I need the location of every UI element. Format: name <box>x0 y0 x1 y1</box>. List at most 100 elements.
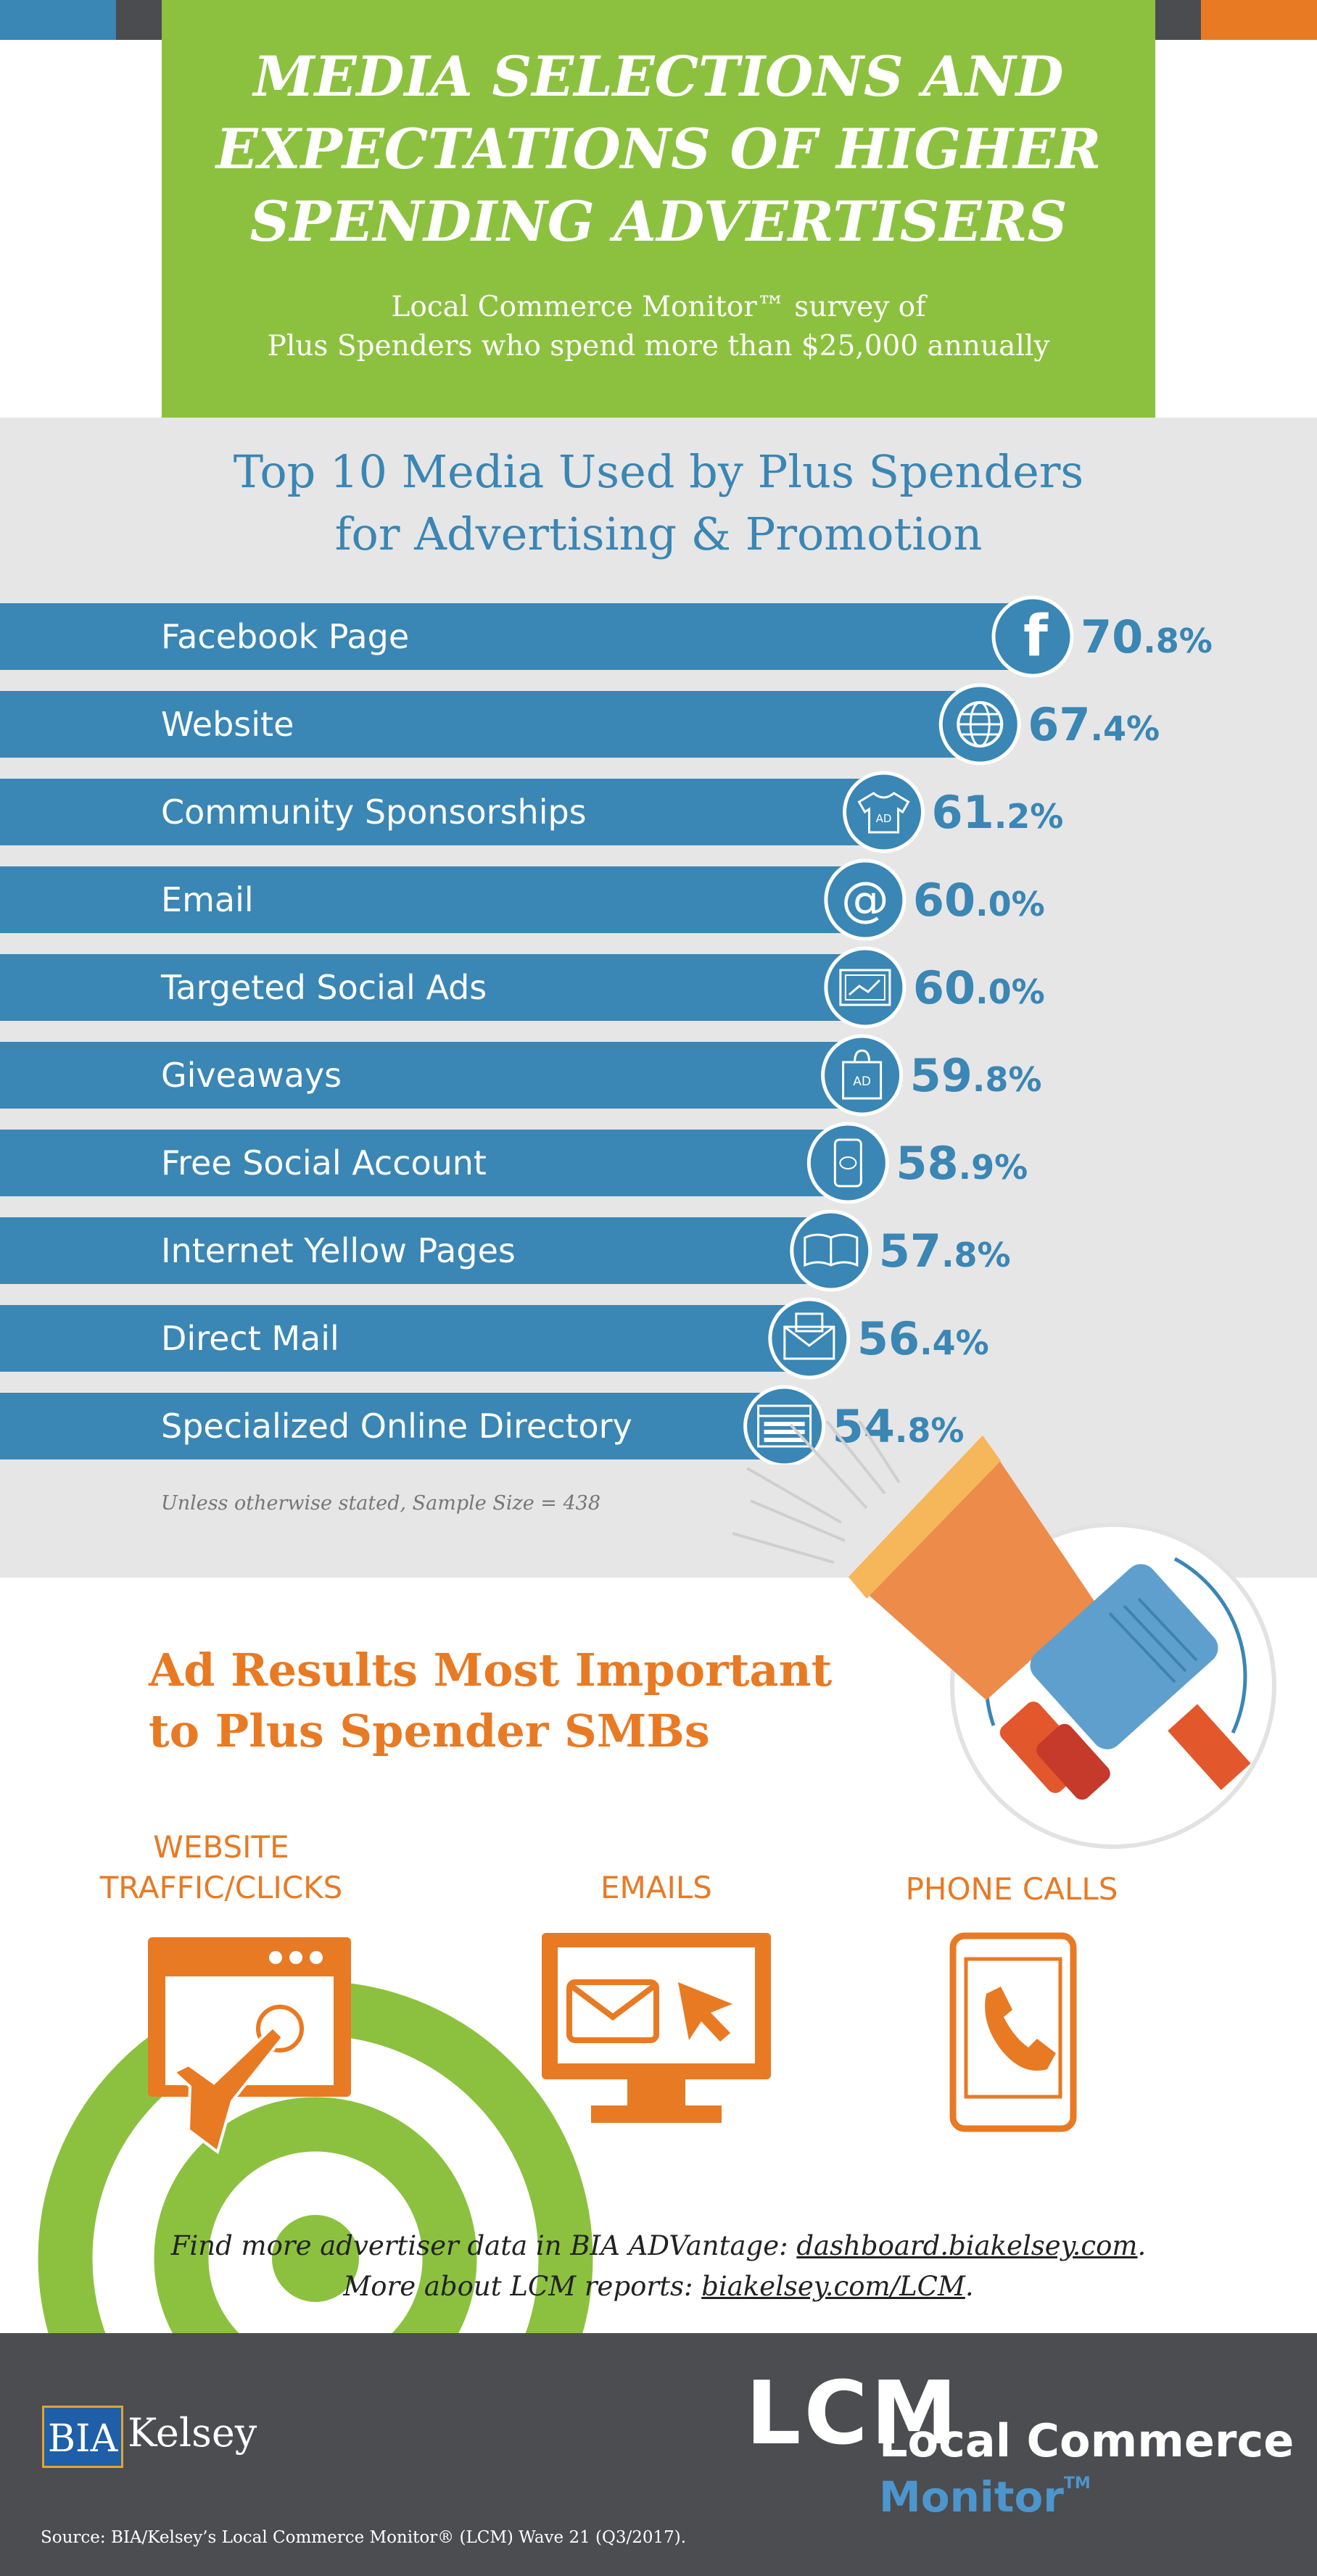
bar-category-label: Direct Mail <box>161 1319 339 1358</box>
ad-results-title-line-1: Ad Results Most Important <box>149 1644 833 1697</box>
megaphone-body <box>1030 1564 1218 1749</box>
bar-category-label: Internet Yellow Pages <box>161 1231 516 1270</box>
bar-row: Internet Yellow Pages 57.8% <box>0 1209 1011 1292</box>
bar-category-label: Specialized Online Directory <box>161 1407 632 1446</box>
lcm-logo-tm: TM <box>1063 2474 1091 2493</box>
result-label-emails: EMAILS <box>515 1868 798 1908</box>
footer-links: Find more advertiser data in BIA ADVanta… <box>0 2226 1317 2307</box>
bar <box>0 1042 846 1109</box>
bia-kelsey-logo: BIA Kelsey <box>42 2406 260 2472</box>
top-right-orange-bar <box>1201 0 1317 40</box>
smartphone-chat-icon <box>833 1138 862 1188</box>
phone-call-icon <box>949 1932 1077 2132</box>
bar <box>0 1305 793 1372</box>
bar-icon-circle <box>843 771 925 853</box>
subtitle-line-1: Local Commerce Monitor™ survey of <box>391 291 926 323</box>
bar <box>0 1217 815 1284</box>
bar-category-label: Targeted Social Ads <box>160 968 487 1007</box>
lcm-logo-monitor: Monitor <box>879 2472 1064 2522</box>
bar-category-label: Email <box>161 880 254 919</box>
bar-chart: f Facebook Page 70.8% Website 67.4% AD Communi… <box>0 595 1213 1465</box>
bar-row: Website 67.4% <box>0 683 1160 766</box>
bar-row: AD Community Sponsorships 61.2% <box>0 771 1064 853</box>
footer-bar <box>0 2333 1317 2576</box>
megaphone-cone-rim <box>849 1436 1001 1599</box>
sample-size-note: Unless otherwise stated, Sample Size = 4… <box>161 1492 601 1515</box>
header-banner: MEDIA SELECTIONS AND EXPECTATIONS OF HIG… <box>162 0 1155 418</box>
ad-shirt-icon: AD <box>857 792 910 834</box>
facebook-icon: f <box>1023 604 1049 669</box>
lcm-reports-link[interactable]: biakelsey.com/LCM <box>701 2271 965 2302</box>
bia-logo-name: Kelsey <box>128 2410 257 2456</box>
bar-row: @ Email 60.0% <box>0 858 1045 941</box>
globe-icon <box>957 701 1004 747</box>
directory-page-icon <box>757 1404 812 1448</box>
bar-category-label: Facebook Page <box>161 617 409 656</box>
result-label-website-line-1: WEBSITE <box>153 1829 289 1865</box>
bar-row: Specialized Online Directory 54.8% <box>0 1385 964 1465</box>
bar-value-label: 61.2% <box>932 786 1064 839</box>
bar <box>0 866 849 933</box>
megaphone-handle <box>999 1701 1251 1800</box>
bar-row: Free Social Account 58.9% <box>0 1122 1028 1204</box>
bar-value-label: 57.8% <box>879 1225 1011 1277</box>
footer-line-1-suffix: . <box>1137 2230 1147 2261</box>
bar-value-label: 58.9% <box>896 1137 1028 1190</box>
megaphone-sound-lines <box>732 1421 901 1564</box>
megaphone-cone <box>849 1436 1095 1700</box>
footer-line-2-suffix: . <box>965 2271 974 2302</box>
mail-envelope-icon <box>783 1312 835 1360</box>
dashboard-link[interactable]: dashboard.biakelsey.com <box>796 2230 1138 2261</box>
svg-text:@: @ <box>841 871 889 927</box>
top-left-dark-bar <box>116 0 162 40</box>
bar-icon-circle <box>991 595 1074 678</box>
chart-title: Top 10 Media Used by Plus Spenders for A… <box>0 441 1317 566</box>
bar-value-label: 70.8% <box>1081 610 1213 663</box>
bar <box>0 691 965 758</box>
result-label-phone-line-1: PHONE CALLS <box>905 1871 1118 1907</box>
ad-bag-icon: AD <box>842 1049 883 1100</box>
bar-value-label: 59.8% <box>910 1049 1042 1102</box>
bar-icon-circle <box>768 1297 851 1380</box>
bar-row: Direct Mail 56.4% <box>0 1297 989 1380</box>
result-label-website: WEBSITE TRAFFIC/CLICKS <box>80 1827 363 1908</box>
bar <box>0 1393 769 1459</box>
lcm-logo-letters: LCM <box>746 2364 960 2464</box>
result-label-website-line-2: TRAFFIC/CLICKS <box>99 1870 343 1905</box>
footer-line-1-prefix: Find more advertiser data in BIA ADVanta… <box>170 2230 797 2261</box>
subtitle-line-2: Plus Spenders who spend more than $25,00… <box>267 330 1050 363</box>
bar <box>0 603 1017 670</box>
source-note: Source: BIA/Kelsey’s Local Commerce Moni… <box>41 2528 687 2547</box>
svg-text:AD: AD <box>876 812 892 825</box>
bar-category-label: Giveaways <box>161 1056 342 1095</box>
chart-title-line-2: for Advertising & Promotion <box>334 508 983 560</box>
bar <box>0 954 849 1021</box>
bar-icon-circle <box>806 1122 889 1204</box>
bia-logo-box: BIA <box>42 2406 123 2468</box>
bar-category-label: Website <box>161 705 294 744</box>
bar-row: f Facebook Page 70.8% <box>0 595 1213 678</box>
megaphone-illustration <box>732 1421 1276 1849</box>
bar-value-label: 67.4% <box>1028 698 1160 751</box>
chart-title-line-1: Top 10 Media Used by Plus Spenders <box>233 445 1084 498</box>
svg-text:f: f <box>1023 604 1049 669</box>
lcm-logo-line-2: MonitorTM <box>879 2472 1091 2522</box>
book-icon <box>804 1233 859 1267</box>
megaphone-stripes <box>1108 1597 1198 1683</box>
bar <box>0 1130 833 1196</box>
bar-icon-circle <box>824 858 907 941</box>
result-label-emails-line-1: EMAILS <box>600 1870 712 1905</box>
bar-value-label: 60.0% <box>913 961 1045 1014</box>
bar-value-label: 60.0% <box>913 874 1045 927</box>
bar-category-label: Community Sponsorships <box>161 792 587 832</box>
bar-value-label: 56.4% <box>857 1312 989 1365</box>
bar-row: AD Giveaways 59.8% <box>0 1034 1042 1117</box>
megaphone-arc-right <box>1173 1557 1247 1734</box>
svg-text:AD: AD <box>853 1074 871 1089</box>
email-monitor-icon <box>542 1933 771 2123</box>
footer-line-1: Find more advertiser data in BIA ADVanta… <box>0 2226 1317 2266</box>
at-sign-icon: @ <box>841 871 889 927</box>
result-label-phone: PHONE CALLS <box>870 1869 1153 1910</box>
footer-line-2-prefix: More about LCM reports: <box>343 2271 702 2302</box>
lcm-logo-line-1: Local Commerce <box>879 2414 1295 2467</box>
